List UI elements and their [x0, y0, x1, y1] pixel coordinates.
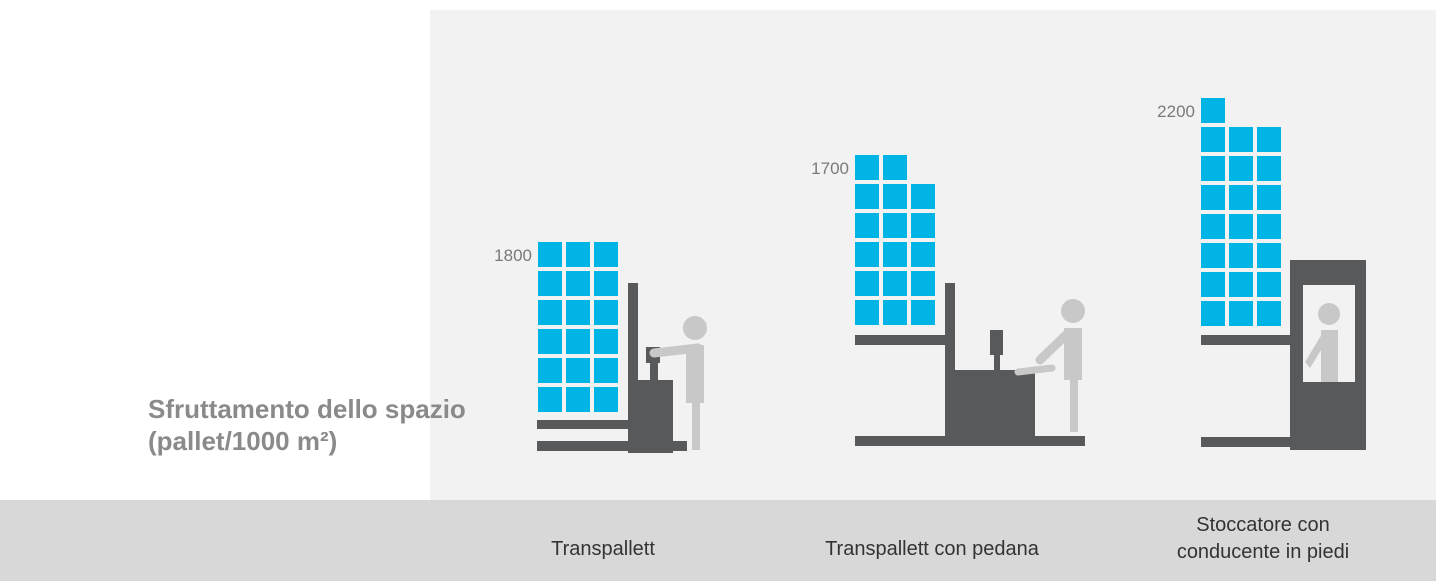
pallet — [538, 387, 562, 412]
pallet — [1257, 243, 1281, 268]
pallet — [594, 271, 618, 296]
pallet — [883, 300, 907, 325]
pallet — [1229, 272, 1253, 297]
value-label: 1700 — [811, 159, 849, 178]
pallet — [855, 242, 879, 267]
category-label: Transpallett con pedana — [825, 538, 1040, 560]
pallet — [883, 184, 907, 209]
pallet — [566, 242, 590, 267]
infographic: Sfruttamento dello spazio (pallet/1000 m… — [0, 0, 1436, 581]
pallet — [1229, 243, 1253, 268]
pallet — [1229, 156, 1253, 181]
pallet — [1201, 185, 1225, 210]
pallet — [911, 242, 935, 267]
value-label: 1800 — [494, 246, 532, 265]
value-label: 2200 — [1157, 102, 1195, 121]
pallet — [538, 300, 562, 325]
pallet — [594, 329, 618, 354]
category-label: conducente in piedi — [1177, 541, 1349, 563]
pallet — [883, 242, 907, 267]
pallet — [1201, 127, 1225, 152]
pallet — [1201, 272, 1225, 297]
pallet — [594, 358, 618, 383]
pallet — [1257, 272, 1281, 297]
pallet — [1201, 301, 1225, 326]
pallet — [855, 155, 879, 180]
pallet — [1257, 214, 1281, 239]
pallet — [1257, 156, 1281, 181]
pallet — [538, 358, 562, 383]
category-label: Stoccatore con — [1196, 514, 1329, 536]
pallet — [855, 213, 879, 238]
pallet — [883, 213, 907, 238]
category-label: Transpallett — [551, 538, 655, 560]
pallet — [594, 300, 618, 325]
pallet — [855, 184, 879, 209]
pallet — [883, 271, 907, 296]
pallet — [911, 300, 935, 325]
pallet — [1229, 214, 1253, 239]
pallet — [566, 300, 590, 325]
pallet — [538, 329, 562, 354]
pallet — [1229, 185, 1253, 210]
pallet — [1201, 156, 1225, 181]
pallet — [1201, 243, 1225, 268]
pallet — [538, 271, 562, 296]
pallet — [566, 387, 590, 412]
pallet — [1257, 127, 1281, 152]
pallet — [566, 358, 590, 383]
pallet — [1229, 301, 1253, 326]
pallet — [1201, 98, 1225, 123]
title: (pallet/1000 m²) — [148, 426, 337, 456]
pallet — [1229, 127, 1253, 152]
pallet — [911, 213, 935, 238]
pallet — [911, 184, 935, 209]
pallet — [1257, 185, 1281, 210]
pallet — [1257, 301, 1281, 326]
pallet — [566, 271, 590, 296]
pallet — [1201, 214, 1225, 239]
title: Sfruttamento dello spazio — [148, 394, 466, 424]
pallet — [855, 300, 879, 325]
pallet — [911, 271, 935, 296]
pallet — [594, 387, 618, 412]
pallet — [538, 242, 562, 267]
pallet — [566, 329, 590, 354]
pallet — [594, 242, 618, 267]
pallet — [883, 155, 907, 180]
pallet — [855, 271, 879, 296]
